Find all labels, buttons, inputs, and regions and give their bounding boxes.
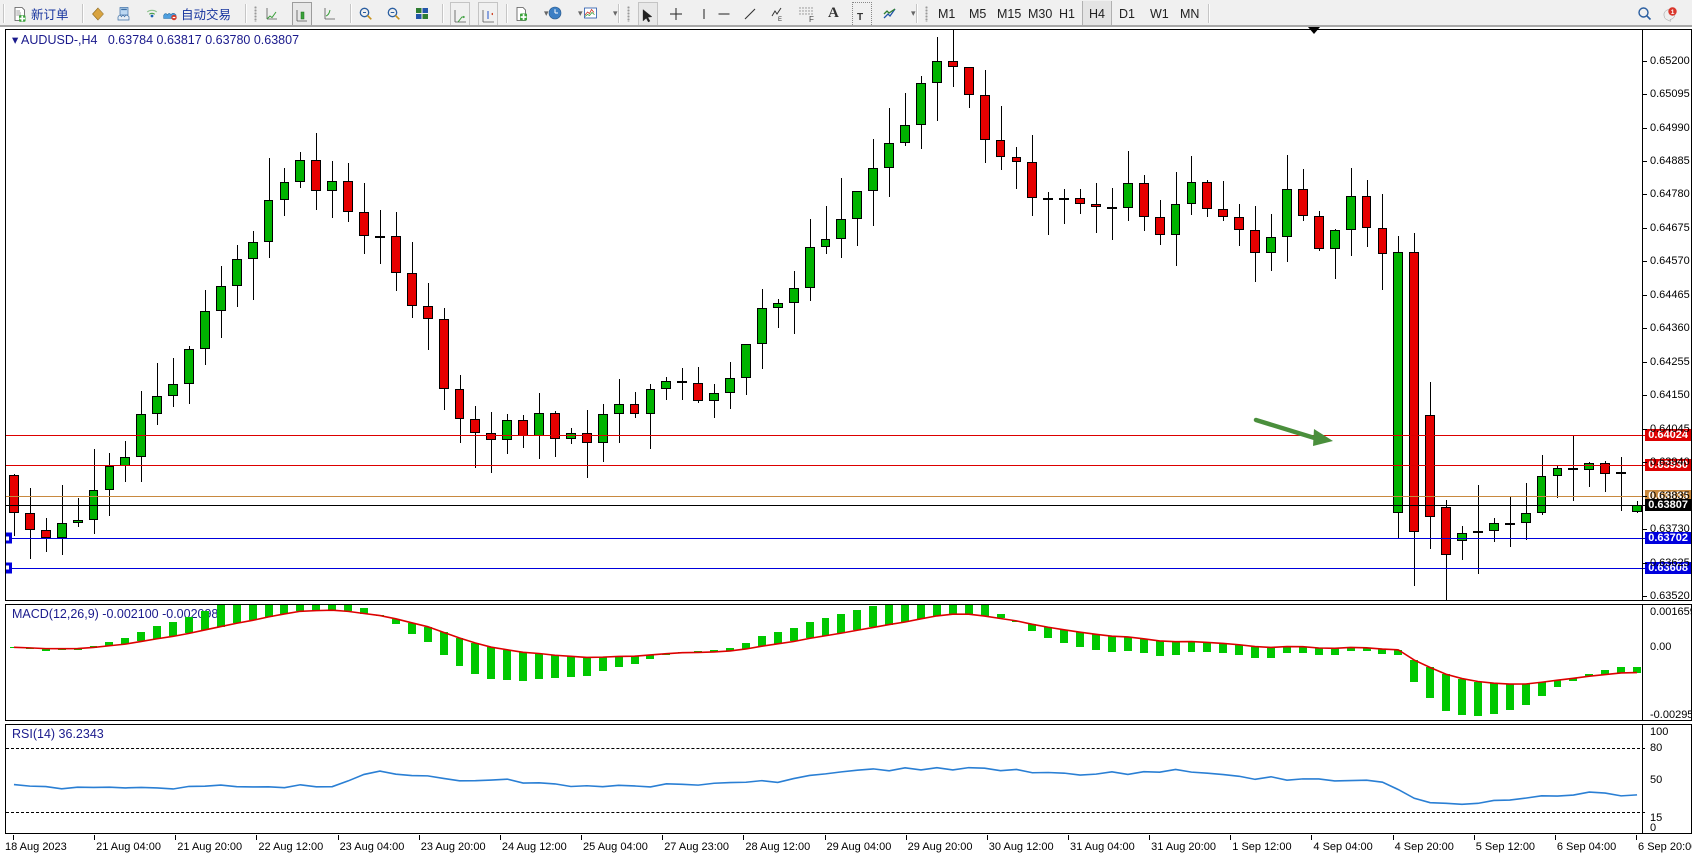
svg-text:T: T [857, 12, 863, 23]
svg-text:1: 1 [1671, 9, 1675, 16]
svg-text:E: E [778, 17, 782, 22]
